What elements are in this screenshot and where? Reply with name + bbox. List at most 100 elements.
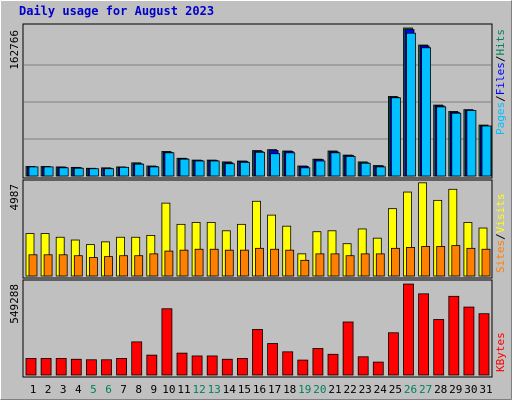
kbytes-bar	[86, 359, 97, 376]
day-label: 16	[253, 383, 266, 396]
sites-bar	[436, 246, 446, 277]
day-label: 1	[30, 383, 37, 396]
sites-bar	[481, 248, 491, 277]
kbytes-bar	[372, 361, 384, 376]
top-bars	[25, 27, 492, 177]
kbytes-bar	[25, 358, 37, 376]
day-label: 9	[150, 383, 157, 396]
day-label: 5	[90, 383, 97, 396]
day-label: 17	[268, 383, 281, 396]
day-label: 29	[449, 383, 462, 396]
kbytes-bar	[236, 358, 248, 376]
day-label: 2	[45, 383, 52, 396]
pages-bar	[194, 160, 205, 177]
kbytes-bar	[357, 356, 369, 376]
day-label: 7	[120, 383, 127, 396]
sites-bar	[315, 253, 325, 277]
day-label: 27	[419, 383, 432, 396]
pages-bar	[164, 152, 175, 177]
kbytes-bar	[327, 353, 339, 376]
day-label: 13	[208, 383, 221, 396]
sites-bar	[134, 255, 144, 277]
kbytes-bar	[70, 358, 82, 376]
pages-bar	[149, 166, 160, 177]
kbytes-bar	[418, 293, 430, 376]
day-label: 6	[105, 383, 112, 396]
pages-bar	[43, 166, 54, 177]
sites-bar	[360, 253, 370, 277]
kbytes-bar	[267, 343, 279, 376]
day-label: 31	[479, 383, 492, 396]
kbytes-bar	[161, 308, 173, 376]
sites-bar	[179, 249, 189, 277]
kbytes-bar	[131, 341, 143, 376]
sites-bar	[224, 249, 234, 277]
kbytes-bar	[387, 332, 399, 376]
day-label: 28	[434, 383, 447, 396]
kbytes-bar	[433, 319, 445, 376]
kbytes-bar	[40, 358, 52, 376]
sites-bar	[345, 255, 355, 277]
day-label: 3	[60, 383, 67, 396]
day-label: 4	[75, 383, 82, 396]
kbytes-bar	[206, 355, 218, 376]
legend-sites: Sites	[494, 240, 507, 273]
pages-bar	[406, 32, 416, 177]
sites-bar	[255, 247, 264, 277]
pages-bar	[179, 158, 190, 177]
pages-bar	[300, 167, 311, 177]
legend-kbytes: KBytes	[494, 332, 507, 372]
pages-bar	[134, 163, 145, 177]
day-label: 14	[223, 383, 237, 396]
bottom-max-label: 549288	[8, 284, 21, 324]
kbytes-bar	[282, 351, 294, 376]
kbytes-bar	[342, 321, 354, 376]
kbytes-bar	[478, 313, 490, 376]
day-label: 22	[343, 383, 356, 396]
legend-hits: Hits	[494, 29, 507, 56]
sites-bar	[330, 253, 340, 277]
day-label: 8	[135, 383, 142, 396]
pages-bar	[285, 152, 296, 177]
pages-bar	[390, 97, 401, 177]
sites-bar	[390, 247, 400, 277]
sites-bar	[209, 248, 219, 277]
pages-bar	[466, 110, 477, 177]
pages-bar	[330, 152, 341, 177]
day-label: 30	[464, 383, 477, 396]
sites-bar	[43, 254, 53, 277]
day-label: 12	[192, 383, 205, 396]
pages-bar	[436, 106, 447, 177]
sites-bar	[119, 255, 128, 277]
pages-bar	[28, 166, 39, 177]
sites-bar	[58, 254, 68, 277]
pages-bar	[73, 167, 84, 177]
kbytes-bar	[463, 306, 475, 376]
pages-bar	[375, 166, 386, 177]
sites-bar	[89, 257, 98, 277]
legend-files: Files	[494, 62, 507, 95]
pages-bar	[360, 162, 371, 177]
legend-separator: /	[494, 233, 507, 240]
pages-bar	[104, 168, 114, 177]
pages-bar	[224, 163, 235, 177]
day-label: 24	[374, 383, 388, 396]
kbytes-bar	[116, 358, 127, 376]
pages-bar	[421, 47, 432, 177]
kbytes-bar	[297, 359, 309, 376]
sites-bar	[421, 246, 431, 277]
day-label: 10	[162, 383, 175, 396]
day-label: 23	[359, 383, 372, 396]
sites-bar	[285, 249, 295, 277]
pages-bar	[451, 112, 462, 177]
pages-bar	[255, 151, 265, 177]
legend-separator: /	[494, 95, 507, 102]
kbytes-bar	[101, 359, 112, 376]
sites-bar	[149, 253, 159, 277]
sites-bar	[270, 248, 280, 277]
sites-bar	[375, 253, 385, 277]
day-label: 18	[283, 383, 296, 396]
pages-bar	[315, 160, 326, 177]
sites-bar	[194, 248, 204, 277]
